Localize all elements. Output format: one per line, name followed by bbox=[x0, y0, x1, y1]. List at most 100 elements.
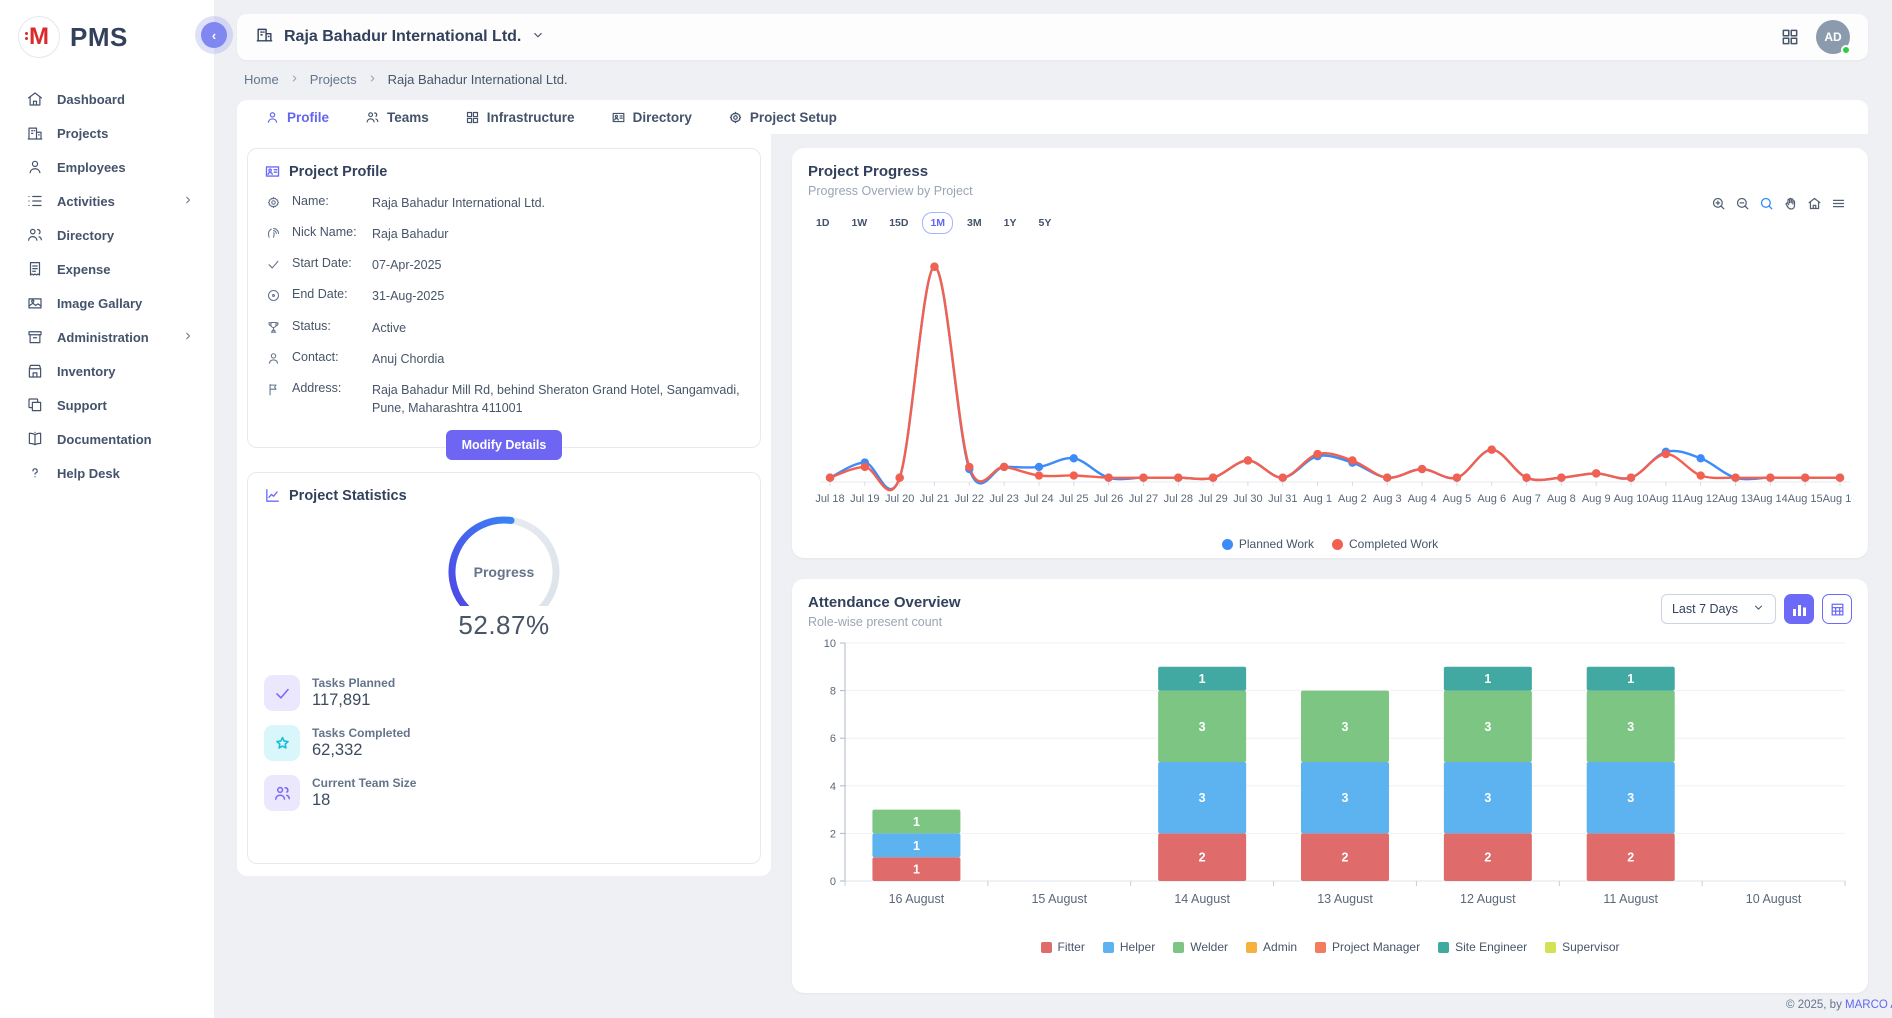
chevron-right-icon bbox=[182, 330, 194, 345]
tab-directory[interactable]: Directory bbox=[593, 100, 710, 134]
legend-color-swatch bbox=[1103, 942, 1114, 953]
profile-field-contact: Contact: Anuj Chordia bbox=[264, 350, 744, 368]
sidebar-item-expense[interactable]: Expense bbox=[0, 252, 214, 286]
legend-helper[interactable]: Helper bbox=[1103, 940, 1155, 954]
table-view-toggle-button[interactable] bbox=[1822, 594, 1852, 624]
help-icon bbox=[26, 464, 44, 482]
person-icon bbox=[26, 158, 44, 176]
sidebar-item-directory[interactable]: Directory bbox=[0, 218, 214, 252]
legend-color-swatch bbox=[1545, 942, 1556, 953]
user-avatar[interactable]: AD bbox=[1816, 20, 1850, 54]
apps-grid-icon[interactable] bbox=[1780, 27, 1800, 47]
svg-text:0: 0 bbox=[830, 876, 836, 888]
project-progress-card: Project Progress Progress Overview by Pr… bbox=[792, 148, 1868, 558]
bar-view-toggle-button[interactable] bbox=[1784, 594, 1814, 624]
progress-gauge bbox=[438, 510, 570, 606]
sidebar-item-support[interactable]: Support bbox=[0, 388, 214, 422]
svg-text:Jul 30: Jul 30 bbox=[1233, 493, 1262, 505]
svg-text:Aug 15: Aug 15 bbox=[1788, 493, 1823, 505]
legend-label: Supervisor bbox=[1562, 940, 1619, 954]
box-zoom-icon[interactable] bbox=[1759, 196, 1774, 211]
zoom-in-icon[interactable] bbox=[1711, 196, 1726, 211]
range-button-15d[interactable]: 15D bbox=[881, 212, 916, 234]
range-button-1y[interactable]: 1Y bbox=[996, 212, 1025, 234]
top-header: Raja Bahadur International Ltd. AD bbox=[237, 14, 1868, 60]
sidebar-item-label: Inventory bbox=[57, 364, 116, 379]
sidebar-item-administration[interactable]: Administration bbox=[0, 320, 214, 354]
breadcrumb-item-2[interactable]: Projects bbox=[310, 72, 357, 87]
field-label: Name: bbox=[292, 194, 362, 208]
sidebar-item-label: Documentation bbox=[57, 432, 152, 447]
svg-text:11 August: 11 August bbox=[1603, 892, 1658, 906]
sidebar-item-dashboard[interactable]: Dashboard bbox=[0, 82, 214, 116]
range-button-1d[interactable]: 1D bbox=[808, 212, 837, 234]
tab-infrastructure[interactable]: Infrastructure bbox=[447, 100, 593, 134]
progress-line-chart[interactable]: Jul 18Jul 19Jul 20Jul 21Jul 22Jul 23Jul … bbox=[808, 234, 1852, 526]
chart-toolbar bbox=[1711, 196, 1846, 211]
range-button-1w[interactable]: 1W bbox=[843, 212, 875, 234]
svg-text:Jul 18: Jul 18 bbox=[815, 493, 844, 505]
svg-text:3: 3 bbox=[1484, 720, 1491, 734]
tab-profile[interactable]: Profile bbox=[247, 100, 347, 134]
svg-text:Jul 25: Jul 25 bbox=[1059, 493, 1088, 505]
legend-site-engineer[interactable]: Site Engineer bbox=[1438, 940, 1527, 954]
breadcrumb-item-1[interactable]: Home bbox=[244, 72, 279, 87]
legend-planned-work[interactable]: Planned Work bbox=[1222, 537, 1314, 551]
company-link[interactable]: MARCO AIoT Technologies Pvt. Ltd. bbox=[1845, 999, 1892, 1011]
sidebar-item-label: Directory bbox=[57, 228, 114, 243]
company-selector[interactable]: Raja Bahadur International Ltd. bbox=[255, 25, 545, 49]
tab-content-panel: Project Profile Name:Raja Bahadur Intern… bbox=[237, 134, 771, 876]
sidebar-item-image-gallary[interactable]: Image Gallary bbox=[0, 286, 214, 320]
zoom-out-icon[interactable] bbox=[1735, 196, 1750, 211]
attendance-legend: Fitter Helper Welder Admin Project Manager Si… bbox=[808, 940, 1852, 954]
svg-text:2: 2 bbox=[1199, 851, 1206, 865]
reset-home-icon[interactable] bbox=[1807, 196, 1822, 211]
profile-field-end-date: End Date:31-Aug-2025 bbox=[264, 287, 744, 305]
profile-field-name: Name:Raja Bahadur International Ltd. bbox=[264, 194, 744, 212]
sidebar-collapse-button[interactable]: ‹ bbox=[201, 22, 227, 48]
sidebar-item-label: Administration bbox=[57, 330, 149, 345]
main-area: Raja Bahadur International Ltd. AD Home P… bbox=[214, 0, 1892, 1018]
svg-text:12 August: 12 August bbox=[1460, 892, 1516, 906]
svg-text:Aug 7: Aug 7 bbox=[1512, 493, 1541, 505]
legend-welder[interactable]: Welder bbox=[1173, 940, 1228, 954]
legend-admin[interactable]: Admin bbox=[1246, 940, 1297, 954]
field-value: Anuj Chordia bbox=[372, 350, 744, 368]
attendance-bar-chart[interactable]: 024681011116 August15 August233114 Augus… bbox=[808, 629, 1852, 929]
legend-fitter[interactable]: Fitter bbox=[1041, 940, 1085, 954]
chart-line-icon bbox=[264, 487, 281, 504]
legend-completed-work[interactable]: Completed Work bbox=[1332, 537, 1438, 551]
legend-color-swatch bbox=[1041, 942, 1052, 953]
legend-label: Welder bbox=[1190, 940, 1228, 954]
sidebar-item-employees[interactable]: Employees bbox=[0, 150, 214, 184]
svg-text:Aug 13: Aug 13 bbox=[1718, 493, 1753, 505]
range-button-5y[interactable]: 5Y bbox=[1030, 212, 1059, 234]
sidebar-item-inventory[interactable]: Inventory bbox=[0, 354, 214, 388]
legend-label: Fitter bbox=[1058, 940, 1085, 954]
legend-label: Helper bbox=[1120, 940, 1155, 954]
sidebar-item-help-desk[interactable]: Help Desk bbox=[0, 456, 214, 490]
legend-color-swatch bbox=[1173, 942, 1184, 953]
sidebar: M PMS DashboardProjectsEmployeesActiviti… bbox=[0, 0, 214, 1018]
range-button-3m[interactable]: 3M bbox=[959, 212, 990, 234]
tab-teams[interactable]: Teams bbox=[347, 100, 447, 134]
field-label: Nick Name: bbox=[292, 225, 362, 239]
field-label: Address: bbox=[292, 381, 362, 395]
home-icon bbox=[26, 90, 44, 108]
sidebar-item-label: Projects bbox=[57, 126, 108, 141]
sidebar-item-projects[interactable]: Projects bbox=[0, 116, 214, 150]
field-label: Contact: bbox=[292, 350, 362, 364]
metric-value: 117,891 bbox=[312, 691, 395, 710]
range-button-1m[interactable]: 1M bbox=[922, 212, 953, 234]
legend-project-manager[interactable]: Project Manager bbox=[1315, 940, 1420, 954]
legend-supervisor[interactable]: Supervisor bbox=[1545, 940, 1619, 954]
menu-icon[interactable] bbox=[1831, 196, 1846, 211]
sidebar-item-activities[interactable]: Activities bbox=[0, 184, 214, 218]
progress-chart-title: Project Progress bbox=[808, 163, 1852, 180]
tab-project-setup[interactable]: Project Setup bbox=[710, 100, 855, 134]
pan-icon[interactable] bbox=[1783, 196, 1798, 211]
sidebar-item-documentation[interactable]: Documentation bbox=[0, 422, 214, 456]
svg-text:3: 3 bbox=[1342, 720, 1349, 734]
modify-details-button[interactable]: Modify Details bbox=[446, 430, 563, 460]
date-range-dropdown[interactable]: Last 7 Days bbox=[1661, 594, 1776, 624]
